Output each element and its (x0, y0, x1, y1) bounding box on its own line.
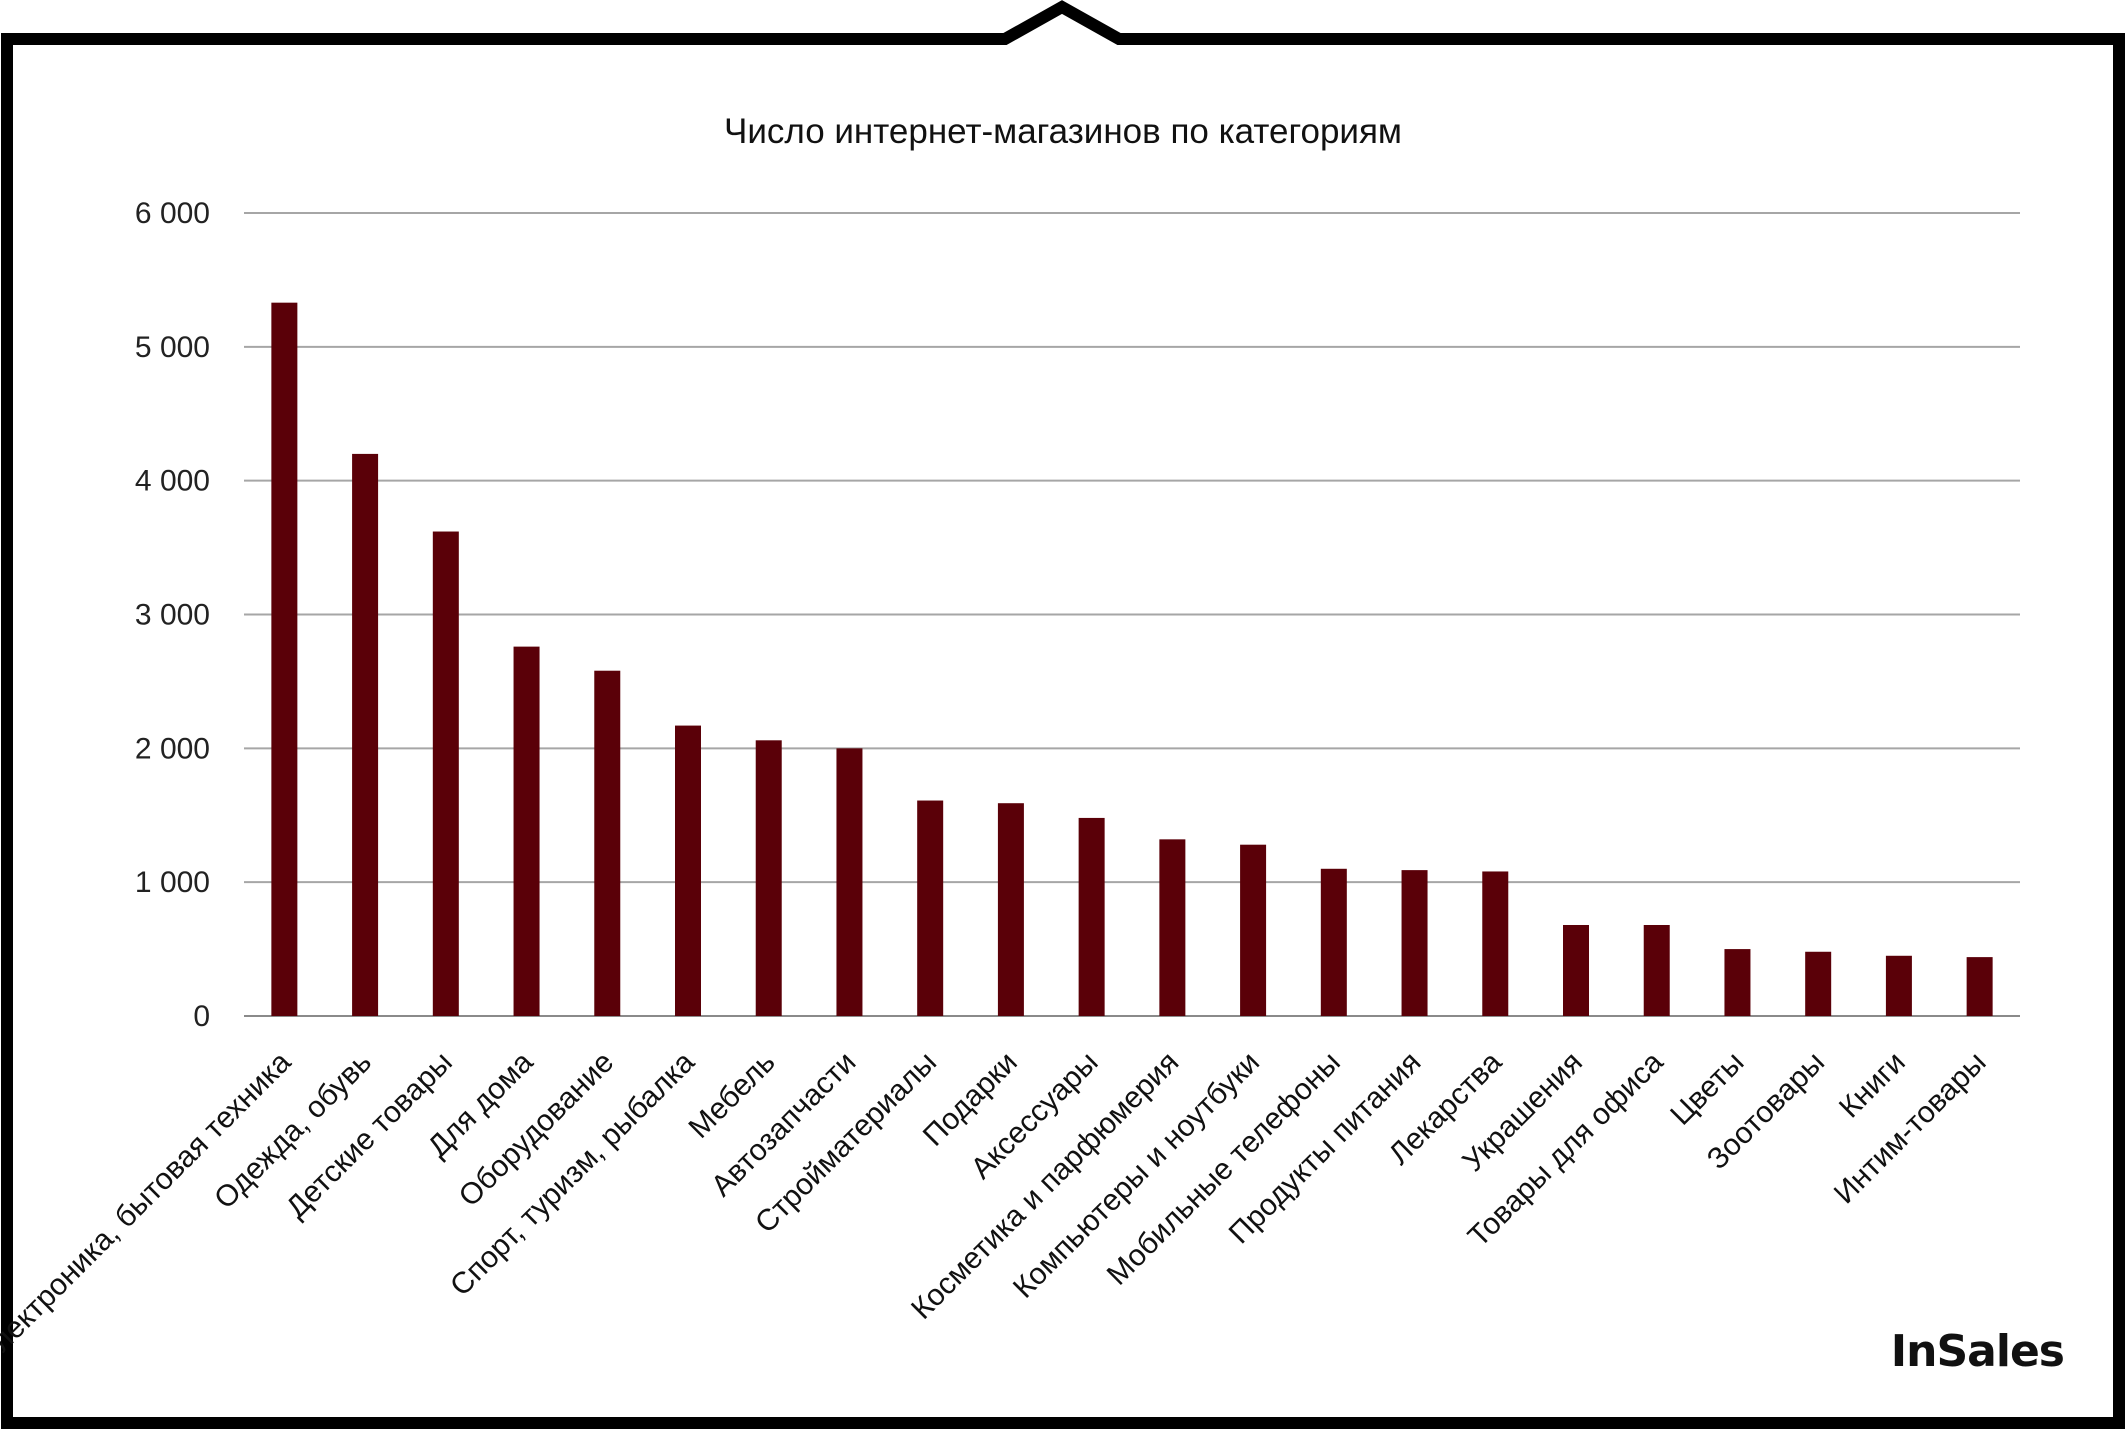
y-tick-label: 6 000 (135, 197, 210, 230)
y-axis-tick-labels: 0 1 000 2 000 3 000 4 000 5 000 6 000 (135, 197, 210, 1033)
bar (1482, 871, 1509, 1016)
bar (513, 646, 540, 1016)
bar (594, 670, 621, 1016)
bar (836, 748, 863, 1016)
bar (271, 302, 298, 1016)
bar (997, 803, 1024, 1016)
bar (1966, 957, 1993, 1016)
chart-title: Число интернет-магазинов по категориям (724, 112, 1402, 151)
bar (352, 453, 379, 1016)
y-tick-label: 4 000 (135, 465, 210, 498)
bar (1240, 844, 1267, 1016)
y-tick-label: 3 000 (135, 599, 210, 632)
bars (271, 302, 1993, 1016)
x-category-label: Электроника, бытовая техника (0, 1045, 298, 1372)
bar (1078, 817, 1105, 1016)
bar (1563, 924, 1589, 1016)
insales-logo: InSales (1890, 1326, 2065, 1377)
y-tick-label: 2 000 (135, 732, 210, 765)
bar (432, 531, 459, 1016)
y-tick-label: 1 000 (135, 866, 210, 899)
x-category-label: Автозапчасти (705, 1046, 862, 1203)
bar (1320, 868, 1347, 1016)
bar (755, 740, 782, 1016)
bar (917, 800, 944, 1016)
y-tick-label: 0 (193, 1000, 210, 1033)
bar (1643, 924, 1670, 1016)
x-category-label: Книги (1833, 1046, 1912, 1125)
bar (1401, 870, 1428, 1016)
y-tick-label: 5 000 (135, 331, 210, 364)
gridlines (244, 212, 2020, 1017)
bar (675, 725, 701, 1016)
bar (1159, 839, 1186, 1016)
bar (1805, 951, 1832, 1016)
bar (1724, 949, 1751, 1016)
bar (1885, 955, 1912, 1016)
